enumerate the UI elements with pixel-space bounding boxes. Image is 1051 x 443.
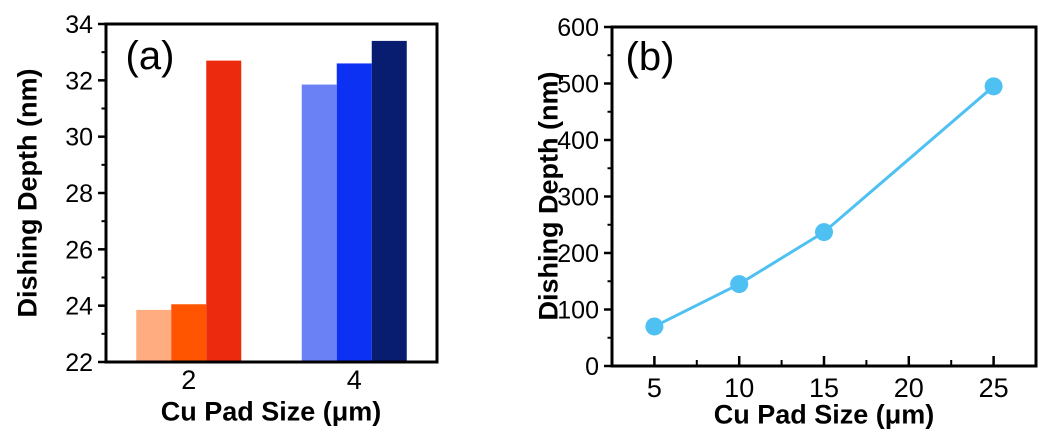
y-tick-label: 24 xyxy=(65,293,93,321)
y-tick-label: 400 xyxy=(557,127,599,155)
panel-b: 0 100 200 300 400 500 600 5 10 15 20 25 (b) Dishing… xyxy=(525,0,1051,443)
x-axis-title-a: Cu Pad Size (μm) xyxy=(160,396,382,427)
bar xyxy=(371,40,407,363)
panel-a-label: (a) xyxy=(125,34,175,78)
y-tick-label: 22 xyxy=(65,349,93,377)
y-tick-label: 26 xyxy=(65,236,93,264)
y-tick-label: 300 xyxy=(557,184,599,212)
series-line xyxy=(653,85,995,328)
y-tick-label: 200 xyxy=(557,240,599,268)
x-axis-title-b: Cu Pad Size (μm) xyxy=(713,399,935,430)
data-point-marker xyxy=(645,317,664,336)
y-tick-label: 28 xyxy=(65,180,93,208)
y-tick-label: 30 xyxy=(65,124,93,152)
y-axis-title-b: Dishing Depth (nm) xyxy=(533,71,564,321)
x-tick-label: 25 xyxy=(979,373,1009,403)
y-tick-label: 32 xyxy=(65,67,93,95)
x-tick-label: 5 xyxy=(647,373,662,403)
x-tick-label: 4 xyxy=(347,365,362,395)
line-chart-b: 0 100 200 300 400 500 600 5 10 15 20 25 xyxy=(557,14,1038,403)
bar xyxy=(171,304,207,362)
bar xyxy=(301,84,337,362)
x-tick-label: 2 xyxy=(181,365,196,395)
y-tick-label: 100 xyxy=(557,297,599,325)
x-tick-label: 10 xyxy=(724,373,754,403)
panel-a: 2 4 22 24 26 28 30 32 34 (a) Dishing Depth (nm) … xyxy=(0,0,525,443)
y-tick-label: 600 xyxy=(557,14,599,42)
data-point-marker xyxy=(815,223,833,242)
x-tick-label: 20 xyxy=(894,373,924,403)
y-axis-title-a: Dishing Depth (nm) xyxy=(12,68,43,318)
bar xyxy=(136,309,172,362)
y-tick-label: 34 xyxy=(65,11,93,39)
y-tick-label: 500 xyxy=(557,71,599,99)
bar xyxy=(206,60,242,362)
panel-b-label: (b) xyxy=(625,35,675,79)
data-point-marker xyxy=(730,275,749,294)
bar xyxy=(336,63,372,362)
y-tick-label: 0 xyxy=(585,353,599,381)
x-tick-label: 15 xyxy=(809,373,839,403)
data-point-marker xyxy=(984,77,1003,96)
